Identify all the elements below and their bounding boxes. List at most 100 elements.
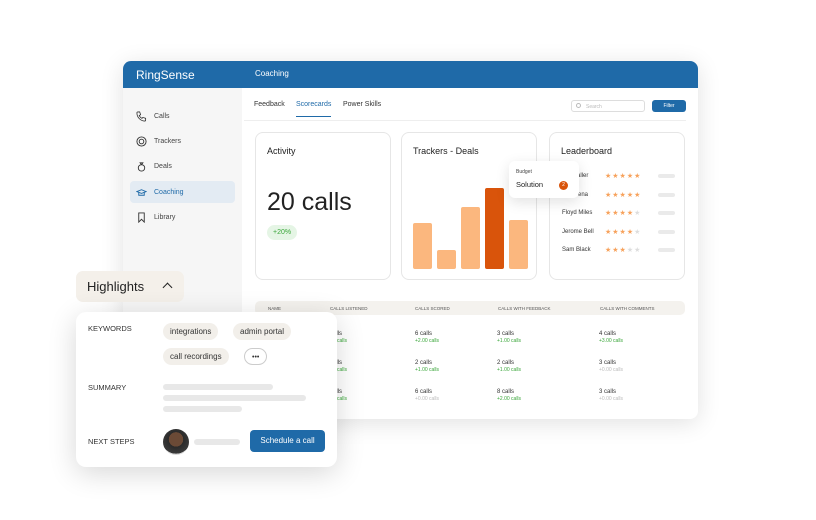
tooltip-category: Budget (516, 169, 532, 175)
leaderboard-row: Taller ★★★★★ (562, 173, 677, 180)
cell-delta: +2.00 calls (497, 396, 522, 402)
star-rating: ★★★★★ (605, 210, 642, 217)
chevron-up-icon (162, 282, 173, 293)
activity-card: Activity 20 calls +20% (255, 132, 391, 280)
phone-icon (136, 111, 147, 121)
search-placeholder: Search (586, 104, 602, 110)
tab-scorecards[interactable]: Scorecards (296, 101, 332, 117)
table-cell: 3 calls +1.00 calls (497, 331, 521, 345)
cell-delta: +1.00 calls (497, 367, 522, 373)
more-keywords-button[interactable]: ••• (244, 348, 268, 365)
table-cell: 3 calls +0.00 calls (599, 389, 623, 403)
card-title: Activity (267, 146, 296, 156)
summary-label: SUMMARY (88, 383, 127, 392)
tab-feedback[interactable]: Feedback (254, 101, 285, 108)
section-title: Coaching (255, 69, 289, 78)
avatar (163, 429, 189, 455)
sidebar-item-label: Library (154, 213, 176, 221)
graduation-cap-icon (136, 188, 147, 196)
target-icon (136, 135, 147, 147)
cell-delta: +0.00 calls (599, 396, 624, 402)
tracker-bar[interactable] (413, 223, 432, 269)
summary-placeholder (163, 384, 273, 390)
table-cell: 2 calls +1.00 calls (415, 360, 439, 374)
cell-delta: 00 calls (330, 338, 347, 344)
bookmark-icon (138, 211, 145, 223)
sidebar-item-label: Deals (154, 162, 172, 170)
search-input[interactable]: Search (571, 100, 645, 112)
leaderboard-row: Pena ★★★★★ (562, 191, 677, 199)
assignee-placeholder (194, 439, 240, 445)
highlights-card: KEYWORDS integrations admin portal call … (76, 312, 337, 467)
card-title: Trackers - Deals (413, 146, 479, 156)
brand-logo: RingSense (136, 68, 195, 82)
sidebar-item-label: Coaching (154, 188, 184, 196)
divider (244, 120, 686, 121)
filter-button[interactable]: Filter (652, 100, 686, 112)
sidebar-item-calls[interactable]: Calls (130, 105, 235, 127)
table-cell: 6 calls +2.00 calls (415, 331, 439, 345)
schedule-call-button[interactable]: Schedule a call (250, 430, 325, 452)
highlights-title: Highlights (87, 279, 145, 294)
sidebar-item-coaching[interactable]: Coaching (130, 181, 235, 203)
sidebar-item-label: Calls (154, 112, 170, 120)
tracker-bar[interactable] (461, 206, 480, 269)
trackers-card: Trackers - Deals (401, 132, 537, 280)
leaderboard-row: Sam Black ★★★★★ (562, 247, 677, 254)
highlights-toggle[interactable]: Highlights (76, 271, 184, 302)
column-header: NAME (268, 306, 282, 311)
cell-delta: 00 calls (330, 367, 347, 373)
leaderboard-name: Floyd Miles (562, 210, 593, 216)
keyword-chip[interactable]: call recordings (163, 348, 229, 365)
star-rating: ★★★★★ (605, 173, 642, 180)
table-cell: 8 calls +2.00 calls (497, 389, 521, 403)
star-rating: ★★★★★ (605, 228, 642, 236)
table-cell: 4 calls +3.00 calls (599, 331, 623, 345)
cell-delta: +2.00 calls (415, 338, 440, 344)
summary-placeholder (163, 406, 242, 412)
sidebar-item-library[interactable]: Library (130, 206, 235, 228)
leaderboard-name: Sam Black (562, 247, 591, 253)
score-placeholder (658, 211, 675, 215)
leaderboard-name: Jerome Bell (562, 228, 594, 235)
column-header: CALLS SCORED (415, 306, 450, 311)
star-rating: ★★★★★ (605, 191, 642, 199)
score-placeholder (658, 174, 675, 178)
leaderboard-name: Taller (574, 173, 589, 179)
money-bag-icon (137, 161, 146, 172)
card-title: Leaderboard (561, 146, 613, 156)
leaderboard-row: Jerome Bell ★★★★★ (562, 228, 677, 236)
table-cell: 6 calls +0.00 calls (415, 389, 439, 403)
tab-power-skills[interactable]: Power Skills (343, 101, 382, 108)
sidebar-item-label: Trackers (154, 137, 181, 145)
activity-value: 20 calls (267, 188, 352, 216)
score-placeholder (658, 229, 675, 234)
keyword-chip[interactable]: admin portal (233, 323, 292, 340)
cell-value: 3 calls (497, 331, 515, 337)
table-cell: 2 calls +1.00 calls (497, 360, 521, 374)
cell-delta: +1.00 calls (497, 338, 522, 344)
score-placeholder (658, 192, 675, 197)
sidebar-item-deals[interactable]: Deals (130, 155, 235, 177)
keywords-label: KEYWORDS (88, 324, 132, 333)
cell-value: 4 calls (599, 331, 617, 337)
search-icon (576, 103, 581, 108)
tracker-bar[interactable] (509, 220, 528, 269)
next-steps-label: NEXT STEPS (88, 437, 135, 446)
cell-delta: +1.00 calls (415, 367, 440, 373)
cell-value: 3 calls (599, 389, 617, 395)
leaderboard-name: Pena (574, 191, 589, 198)
sidebar-item-trackers[interactable]: Trackers (130, 130, 235, 152)
cell-delta: +0.00 calls (599, 367, 624, 373)
cell-value: 3 calls (599, 360, 617, 366)
keyword-chip[interactable]: integrations (163, 323, 219, 340)
summary-placeholder (163, 395, 306, 401)
tracker-bar[interactable] (485, 188, 504, 269)
leaderboard-card: Leaderboard Taller ★★★★★ Pena ★★★★★ Floyd Mi… (549, 132, 685, 280)
column-header: CALLS WITH FEEDBACK (498, 306, 551, 311)
cell-value: 6 calls (415, 331, 433, 337)
tracker-bar[interactable] (437, 250, 456, 269)
cell-value: 6 calls (415, 389, 433, 395)
star-rating: ★★★★★ (605, 247, 642, 254)
column-header: CALLS WITH COMMENTS (600, 306, 655, 311)
